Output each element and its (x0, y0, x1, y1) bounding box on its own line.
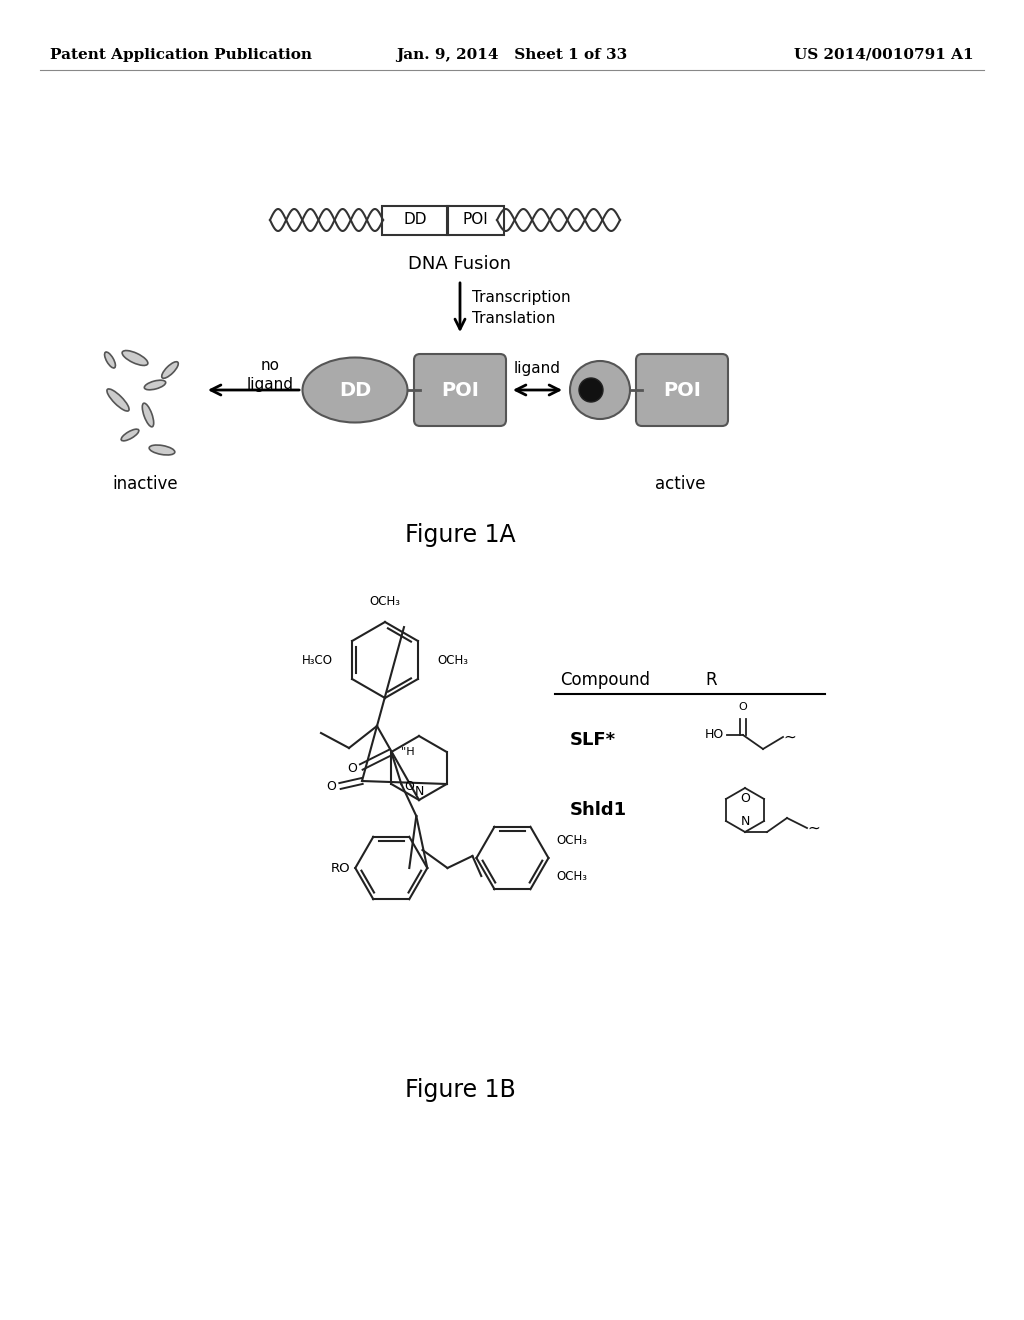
Text: Compound: Compound (560, 671, 650, 689)
Ellipse shape (104, 352, 116, 368)
Ellipse shape (162, 362, 178, 379)
Text: H₃CO: H₃CO (302, 653, 333, 667)
Text: Transcription
Translation: Transcription Translation (472, 290, 570, 326)
FancyBboxPatch shape (447, 206, 504, 235)
Text: ~: ~ (807, 821, 820, 836)
Text: N: N (415, 785, 424, 799)
Ellipse shape (150, 445, 175, 455)
FancyBboxPatch shape (382, 206, 449, 235)
Text: Figure 1A: Figure 1A (404, 523, 515, 546)
Text: RO: RO (331, 862, 350, 874)
Text: O: O (326, 780, 336, 792)
Text: Jan. 9, 2014   Sheet 1 of 33: Jan. 9, 2014 Sheet 1 of 33 (396, 48, 628, 62)
Text: OCH₃: OCH₃ (556, 870, 588, 883)
FancyBboxPatch shape (636, 354, 728, 426)
Text: DNA Fusion: DNA Fusion (409, 255, 512, 273)
Text: OCH₃: OCH₃ (556, 833, 588, 846)
Text: DD: DD (339, 380, 371, 400)
Text: Patent Application Publication: Patent Application Publication (50, 48, 312, 62)
Text: O: O (740, 792, 750, 805)
Ellipse shape (121, 429, 139, 441)
Text: POI: POI (462, 213, 487, 227)
Circle shape (579, 378, 603, 403)
Text: ligand: ligand (513, 360, 560, 375)
Text: POI: POI (664, 380, 701, 400)
Text: ''H: ''H (401, 747, 416, 756)
Ellipse shape (570, 360, 630, 418)
Ellipse shape (122, 351, 147, 366)
Text: O: O (347, 763, 357, 776)
FancyBboxPatch shape (414, 354, 506, 426)
Text: O: O (738, 702, 748, 711)
Ellipse shape (106, 389, 129, 411)
Text: inactive: inactive (113, 475, 178, 492)
Ellipse shape (142, 403, 154, 426)
Ellipse shape (144, 380, 166, 389)
Text: no
ligand: no ligand (247, 358, 294, 392)
Text: O: O (404, 780, 414, 792)
Text: ~: ~ (783, 730, 796, 744)
Text: SLF*: SLF* (570, 731, 616, 748)
Text: DD: DD (403, 213, 427, 227)
Text: active: active (654, 475, 706, 492)
Text: OCH₃: OCH₃ (437, 653, 468, 667)
Text: POI: POI (441, 380, 479, 400)
Ellipse shape (302, 358, 408, 422)
Text: HO: HO (705, 729, 724, 742)
Text: US 2014/0010791 A1: US 2014/0010791 A1 (795, 48, 974, 62)
Text: OCH₃: OCH₃ (370, 595, 400, 609)
Text: R: R (705, 671, 717, 689)
Text: Figure 1B: Figure 1B (404, 1078, 515, 1102)
Text: N: N (740, 814, 750, 828)
Text: Shld1: Shld1 (570, 801, 627, 818)
